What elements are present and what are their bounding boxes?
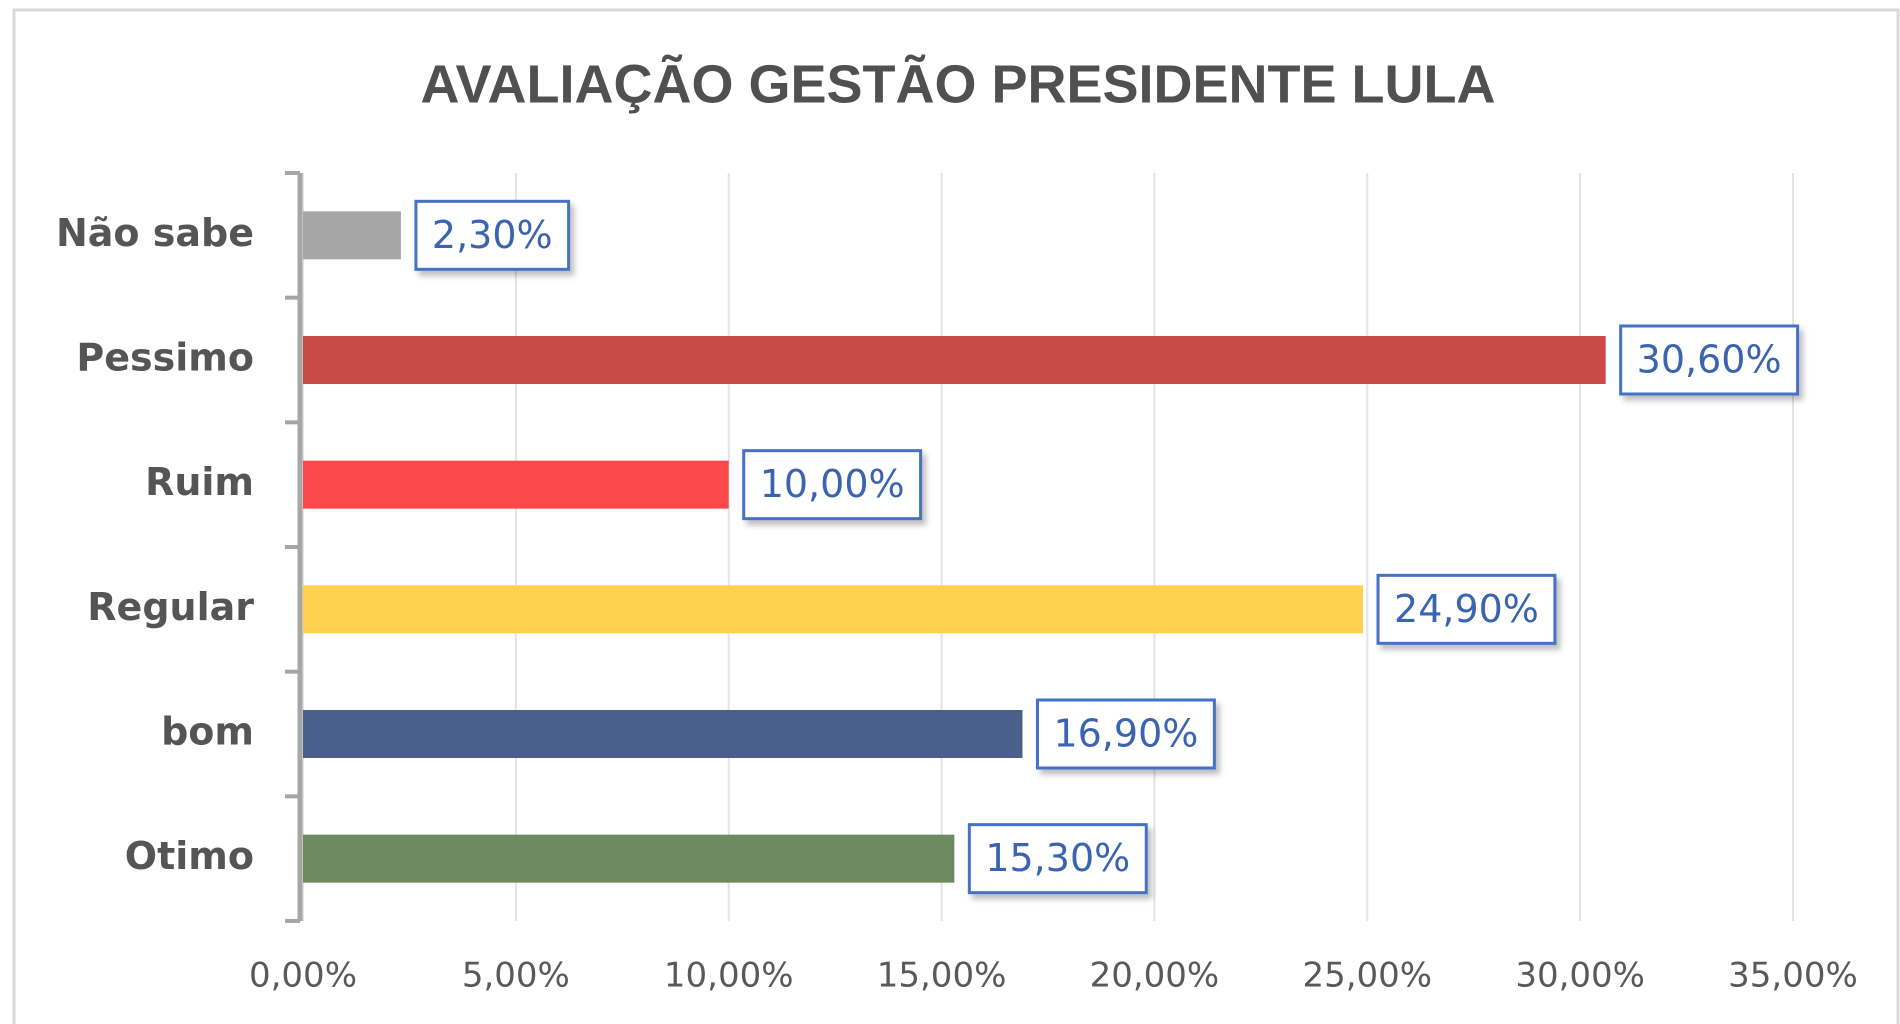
value-label-box (1035, 698, 1216, 770)
value-label-box (1619, 324, 1800, 396)
y-tick-label: Regular (87, 585, 254, 629)
chart-title: AVALIAÇÃO GESTÃO PRESIDENTE LULA (420, 54, 1495, 114)
value-label: 24,90% (1394, 587, 1539, 631)
bar (303, 460, 729, 509)
bar (303, 710, 1023, 758)
value-label-box (967, 823, 1148, 895)
bar (303, 211, 401, 260)
value-label: 15,30% (985, 836, 1130, 880)
y-tick-label: Ruim (145, 460, 254, 504)
value-label: 30,60% (1637, 338, 1782, 382)
x-tick-label: 15,00% (877, 956, 1007, 996)
x-tick-label: 0,00% (249, 956, 357, 996)
x-tick-label: 10,00% (664, 956, 794, 996)
y-tick-label: Otimo (125, 834, 254, 878)
x-tick-label: 30,00% (1515, 956, 1645, 996)
y-tick-label: Não sabe (56, 211, 254, 255)
x-tick-label: 20,00% (1090, 956, 1220, 996)
x-tick-label: 35,00% (1728, 956, 1858, 996)
value-label-box (1376, 573, 1557, 645)
value-label: 16,90% (1053, 712, 1198, 756)
value-label: 10,00% (760, 462, 905, 506)
bar (303, 336, 1606, 384)
chart-frame (12, 8, 1900, 1024)
bar (303, 834, 955, 883)
x-tick-label: 25,00% (1302, 956, 1432, 996)
x-tick-label: 5,00% (462, 956, 570, 996)
value-label: 2,30% (432, 213, 553, 257)
y-tick-label: bom (161, 710, 254, 754)
value-label-box (414, 199, 571, 271)
value-label-box (742, 449, 923, 521)
y-tick-label: Pessimo (76, 336, 254, 380)
bar (303, 585, 1364, 634)
